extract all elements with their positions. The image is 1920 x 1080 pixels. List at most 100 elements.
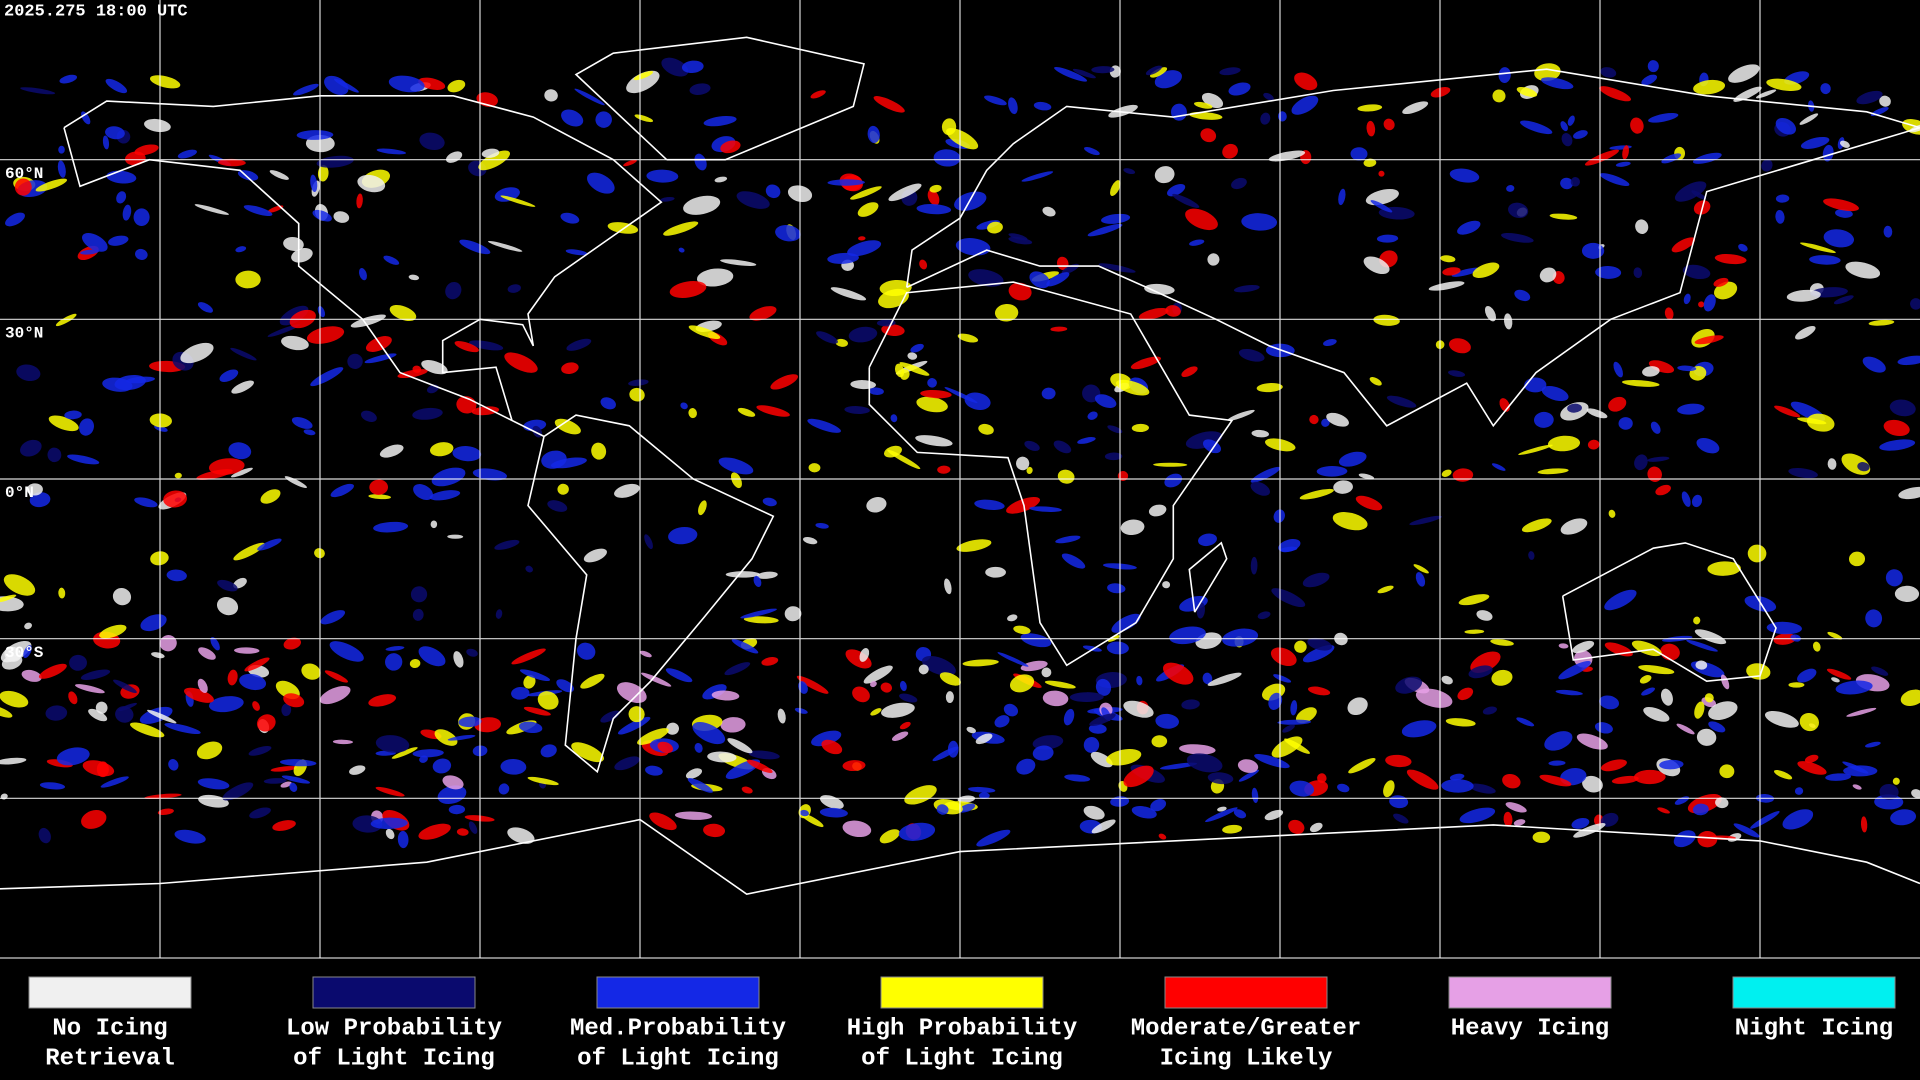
icing-patch bbox=[1459, 807, 1496, 824]
icing-patch bbox=[1050, 326, 1068, 332]
icing-patch bbox=[100, 776, 129, 788]
icing-patch bbox=[279, 759, 317, 767]
icing-patch bbox=[1151, 735, 1168, 748]
icing-patch bbox=[1289, 780, 1315, 797]
icing-patch bbox=[1123, 700, 1154, 718]
icing-patch bbox=[1333, 480, 1353, 494]
icing-patch bbox=[616, 682, 647, 703]
icing-patch bbox=[1648, 112, 1679, 123]
icing-patch bbox=[1871, 666, 1889, 676]
icing-patch bbox=[365, 336, 392, 352]
icing-patch bbox=[927, 378, 937, 388]
icing-patch bbox=[1775, 117, 1797, 135]
icing-patch bbox=[866, 497, 887, 513]
icing-patch bbox=[81, 111, 91, 125]
icing-patch bbox=[1257, 611, 1271, 620]
icing-patch bbox=[1227, 409, 1255, 421]
icing-patch bbox=[1704, 693, 1714, 703]
icing-patch bbox=[1608, 509, 1616, 518]
icing-patch bbox=[157, 808, 174, 816]
icing-patch bbox=[164, 723, 201, 735]
icing-patch bbox=[626, 70, 660, 94]
icing-patch bbox=[694, 743, 703, 753]
icing-patch bbox=[1894, 585, 1920, 602]
icing-patch bbox=[518, 721, 543, 734]
icing-patch bbox=[352, 815, 383, 833]
icing-patch bbox=[1639, 675, 1652, 684]
coastline bbox=[63, 95, 663, 438]
icing-patch bbox=[1091, 66, 1115, 74]
icing-patch bbox=[1708, 721, 1726, 733]
icing-patch bbox=[927, 189, 940, 206]
icing-patch bbox=[1683, 293, 1691, 305]
icing-patch bbox=[1572, 640, 1595, 654]
icing-patch bbox=[134, 497, 158, 508]
icing-patch bbox=[1615, 161, 1631, 167]
icing-patch bbox=[1347, 697, 1368, 716]
icing-patch bbox=[1317, 773, 1327, 784]
icing-patch bbox=[1095, 678, 1112, 696]
icing-patch bbox=[916, 396, 948, 413]
icing-patch bbox=[1263, 92, 1274, 101]
icing-patch bbox=[920, 389, 952, 399]
icing-patch bbox=[412, 608, 424, 621]
icing-patch bbox=[899, 721, 911, 730]
icing-patch bbox=[1383, 780, 1395, 798]
icing-patch bbox=[306, 326, 345, 344]
icing-patch bbox=[301, 663, 321, 680]
icing-patch bbox=[1273, 509, 1285, 523]
icing-patch bbox=[1827, 458, 1837, 470]
icing-patch bbox=[29, 492, 51, 508]
icing-patch bbox=[720, 259, 757, 266]
legend-swatch bbox=[1448, 976, 1612, 1009]
icing-patch bbox=[957, 795, 976, 803]
icing-patch bbox=[1561, 133, 1573, 147]
icing-patch bbox=[1634, 454, 1648, 471]
icing-patch bbox=[1638, 665, 1675, 675]
icing-patch bbox=[478, 150, 510, 171]
icing-patch bbox=[375, 735, 410, 753]
icing-patch bbox=[665, 668, 693, 683]
icing-patch bbox=[1842, 761, 1869, 774]
icing-patch bbox=[703, 823, 726, 838]
icing-patch bbox=[668, 526, 698, 545]
icing-patch bbox=[418, 646, 446, 667]
icing-patch bbox=[1860, 816, 1868, 833]
icing-patch bbox=[1694, 629, 1727, 645]
icing-patch bbox=[565, 249, 588, 256]
icing-patch bbox=[1613, 361, 1623, 378]
icing-patch bbox=[939, 672, 962, 686]
icing-patch bbox=[830, 287, 867, 301]
icing-patch bbox=[1120, 519, 1145, 536]
icing-patch bbox=[827, 252, 859, 264]
icing-patch bbox=[835, 338, 848, 347]
icing-patch bbox=[504, 352, 538, 373]
icing-patch bbox=[1332, 512, 1368, 531]
icing-patch bbox=[1366, 120, 1376, 137]
icing-patch bbox=[471, 406, 500, 416]
icing-patch bbox=[1897, 355, 1920, 366]
icing-patch bbox=[1694, 701, 1705, 719]
icing-patch bbox=[556, 679, 574, 693]
icing-patch bbox=[1823, 229, 1855, 248]
icing-patch bbox=[880, 682, 893, 693]
icing-patch bbox=[64, 410, 82, 420]
icing-patch bbox=[1024, 440, 1040, 451]
icing-patch bbox=[1862, 356, 1886, 373]
lat-label: 30°S bbox=[5, 644, 44, 662]
icing-patch bbox=[1053, 440, 1072, 454]
icing-patch bbox=[1251, 787, 1259, 803]
icing-patch bbox=[388, 75, 425, 93]
icing-patch bbox=[281, 703, 292, 717]
icing-patch bbox=[291, 417, 313, 429]
icing-patch bbox=[243, 205, 273, 216]
icing-patch bbox=[645, 765, 663, 776]
icing-patch bbox=[410, 586, 428, 603]
icing-patch bbox=[784, 606, 802, 622]
icing-patch bbox=[129, 722, 165, 738]
icing-patch bbox=[907, 352, 918, 360]
icing-patch bbox=[1238, 769, 1260, 782]
icing-patch bbox=[1260, 112, 1271, 125]
icing-patch bbox=[561, 362, 579, 374]
icing-patch bbox=[3, 574, 36, 596]
